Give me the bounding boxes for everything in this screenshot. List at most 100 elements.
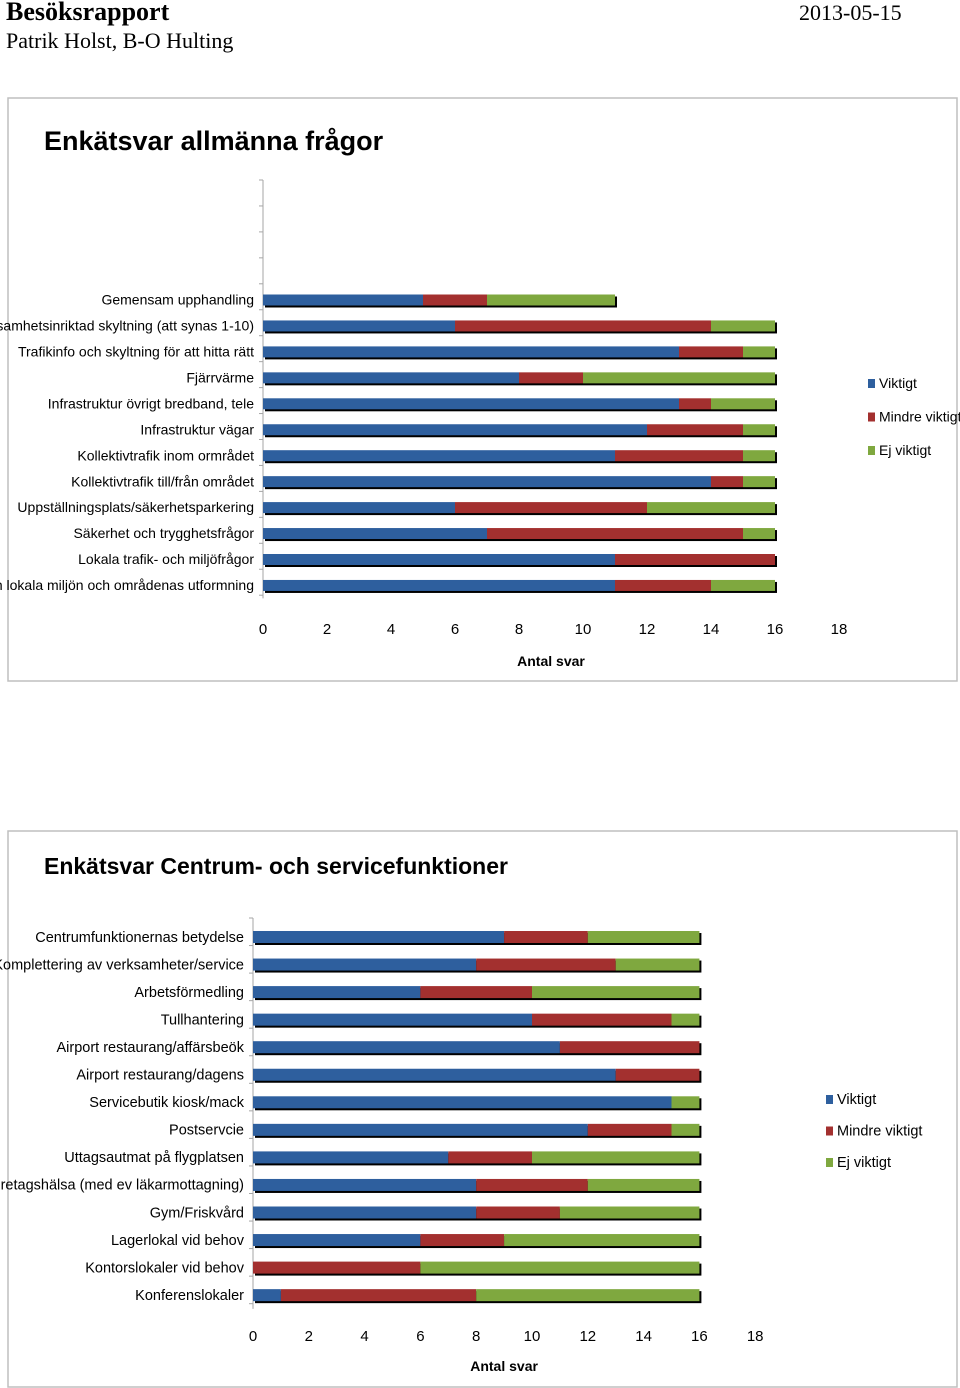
chart1-category-label-uppstallningsplats-sakerhetsparkering: Uppställningsplats/säkerhetsparkering [17,499,254,515]
chart1-x-tick-label-12: 12 [639,621,656,638]
chart2-category-label-foretagshalsa-med-ev-lakarmottagning: Företagshälsa (med ev läkarmottagning) [0,1178,244,1194]
chart1-bar-ej-viktigt-fjarrvarme [583,372,775,384]
chart2-bar-viktigt-postservcie [253,1123,588,1136]
chart1-category-label-infrastruktur-vagar: Infrastruktur vägar [140,421,254,437]
chart2-bar-mindre-viktigt-uttagsautmat-pa-flygplatsen [448,1151,532,1164]
chart1-bar-viktigt-lokala-trafik-och-miljofragor [263,554,615,565]
chart1-bar-ej-viktigt-trafikinfo-och-skyltning-for-att-hitta-ratt [743,346,775,358]
chart1-bar-mindre-viktigt-uppstallningsplats-sakerhetsparkering [455,502,647,514]
chart2-x-tick-label-14: 14 [635,1328,652,1345]
chart1-bar-mindre-viktigt-trafikinfo-och-skyltning-for-att-hitta-ratt [679,346,743,358]
chart2-bar-ej-viktigt-tullhantering [671,1013,700,1026]
chart2-bar-ej-viktigt-gym-friskvard [559,1206,700,1219]
chart2-bar-viktigt-gym-friskvard [253,1206,477,1219]
chart1-bar-viktigt-sakerhet-och-trygghetsfragor [263,528,487,540]
chart2-legend-label-mindre-viktigt: Mindre viktigt [837,1124,922,1140]
chart2-bar-viktigt-airport-restaurang-affarsbeok [253,1041,560,1054]
chart2-category-label-konferenslokaler: Konferenslokaler [135,1288,244,1304]
chart1-x-tick-label-0: 0 [259,621,267,638]
chart2-bar-viktigt-foretagshalsa-med-ev-lakarmottagning [253,1178,477,1191]
chart2-bar-viktigt-servicebutik-kiosk-mack [253,1096,672,1109]
chart1-bar-viktigt-kollektivtrafik-inom-ormradet [263,450,615,462]
chart1-category-label-den-lokala-miljon-och-omradenas-utformning: Den lokala miljön och områdenas utformni… [0,577,254,593]
chart1-x-axis-label: Antal svar [517,653,585,669]
chart2-x-tick-label-8: 8 [472,1328,480,1345]
chart2-category-label-postservcie: Postservcie [169,1123,244,1139]
chart1-bar-ej-viktigt-sakerhet-och-trygghetsfragor [743,528,775,540]
chart2-bar-viktigt-konferenslokaler [253,1289,281,1302]
chart1-x-tick-label-16: 16 [767,621,784,638]
chart1-category-label-sakerhet-och-trygghetsfragor: Säkerhet och trygghetsfrågor [73,525,254,541]
chart2-category-label-servicebutik-kiosk-mack: Servicebutik kiosk/mack [89,1095,244,1111]
chart1-bar-viktigt-infrastruktur-ovrigt-bredband-tele [263,398,679,410]
chart2-x-tick-label-6: 6 [416,1328,424,1345]
chart2-x-tick-label-16: 16 [691,1328,708,1345]
chart2-bar-ej-viktigt-konferenslokaler [476,1289,700,1302]
chart1-legend-swatch-viktigt [868,379,875,388]
chart1-bar-mindre-viktigt-kollektivtrafik-till-fran-omradet [711,476,743,488]
chart1-bar-viktigt-kollektivtrafik-till-fran-omradet [263,476,711,488]
chart2-x-tick-label-18: 18 [747,1328,764,1345]
chart2-legend-label-viktigt: Viktigt [837,1092,876,1108]
chart1-x-tick-label-18: 18 [831,621,848,638]
chart2-bar-ej-viktigt-postservcie [671,1123,700,1136]
report-title: Besöksrapport [6,0,170,26]
chart2-bar-mindre-viktigt-lagerlokal-vid-behov [420,1234,505,1247]
chart2-category-label-gym-friskvard: Gym/Friskvård [150,1205,244,1221]
chart1-bar-ej-viktigt-verksamhetsinriktad-skyltning-att-synas-1-10 [711,320,775,332]
chart1-x-tick-label-6: 6 [451,621,459,638]
chart1-legend-label-viktigt: Viktigt [879,375,917,391]
chart1-x-tick-label-8: 8 [515,621,523,638]
chart1-category-label-verksamhetsinriktad-skyltning-att-synas-1-10: Verksamhetsinriktad skyltning (att synas… [0,318,254,334]
chart2-bar-mindre-viktigt-gym-friskvard [476,1206,560,1219]
chart2-category-label-lagerlokal-vid-behov: Lagerlokal vid behov [111,1233,245,1249]
chart1-bar-ej-viktigt-kollektivtrafik-till-fran-omradet [743,476,775,488]
chart2-bar-mindre-viktigt-komplettering-av-verksamheter-service [476,958,616,971]
chart1-legend-label-mindre-viktigt: Mindre viktigt [879,409,960,425]
chart1-bar-mindre-viktigt-sakerhet-och-trygghetsfragor [487,528,743,540]
chart1-bar-ej-viktigt-uppstallningsplats-sakerhetsparkering [647,502,775,514]
chart2-bar-ej-viktigt-kontorslokaler-vid-behov [420,1261,700,1274]
chart2-bar-mindre-viktigt-centrumfunktionernas-betydelse [504,931,588,943]
chart2-legend-swatch-ej-viktigt [826,1158,833,1167]
chart1-frame [7,97,958,682]
chart1-title: Enkätsvar allmänna frågor [44,126,384,156]
chart2-x-tick-label-0: 0 [249,1328,257,1345]
chart1-bar-viktigt-gemensam-upphandling [263,294,423,306]
chart1-bar-ej-viktigt-kollektivtrafik-inom-ormradet [743,450,775,462]
chart2-bar-viktigt-centrumfunktionernas-betydelse [253,931,505,943]
chart2-category-label-centrumfunktionernas-betydelse: Centrumfunktionernas betydelse [35,930,244,946]
chart2-bar-mindre-viktigt-airport-restaurang-affarsbeok [559,1041,700,1054]
chart2-bar-mindre-viktigt-tullhantering [532,1013,672,1026]
chart2-bar-viktigt-tullhantering [253,1013,532,1026]
report-date: 2013-05-15 [799,0,902,25]
chart1-bar-viktigt-uppstallningsplats-sakerhetsparkering [263,502,455,514]
chart1-bar-mindre-viktigt-infrastruktur-ovrigt-bredband-tele [679,398,711,410]
chart1-bar-viktigt-fjarrvarme [263,372,519,384]
chart2-bar-viktigt-uttagsautmat-pa-flygplatsen [253,1151,449,1164]
chart1-bar-ej-viktigt-den-lokala-miljon-och-omradenas-utformning [711,579,775,591]
chart2-category-label-airport-restaurang-affarsbeok: Airport restaurang/affärsbeök [56,1040,244,1056]
chart2-title: Enkätsvar Centrum- och servicefunktioner [44,853,508,879]
chart2-legend-label-ej-viktigt: Ej viktigt [837,1155,891,1171]
chart1-legend-swatch-ej-viktigt [868,446,875,455]
chart2-bar-ej-viktigt-lagerlokal-vid-behov [504,1234,700,1247]
chart1-bar-ej-viktigt-infrastruktur-vagar [743,424,775,436]
chart1-bar-mindre-viktigt-fjarrvarme [519,372,583,384]
chart2-bar-viktigt-arbetsformedling [253,986,421,999]
chart2-bar-ej-viktigt-foretagshalsa-med-ev-lakarmottagning [587,1178,700,1191]
chart2-bar-mindre-viktigt-arbetsformedling [420,986,532,999]
chart1-category-label-trafikinfo-och-skyltning-for-att-hitta-ratt: Trafikinfo och skyltning för att hitta r… [18,344,254,360]
chart2-bar-ej-viktigt-servicebutik-kiosk-mack [671,1096,700,1109]
chart2-category-label-tullhantering: Tullhantering [161,1012,244,1028]
chart2-x-tick-label-12: 12 [579,1328,596,1345]
chart2-x-tick-label-2: 2 [305,1328,313,1345]
chart2-x-tick-label-4: 4 [360,1328,368,1345]
chart2-category-label-uttagsautmat-pa-flygplatsen: Uttagsautmat på flygplatsen [64,1150,244,1166]
chart2-bar-mindre-viktigt-airport-restaurang-dagens [615,1068,700,1081]
chart1-bar-mindre-viktigt-infrastruktur-vagar [647,424,743,436]
chart2-bar-ej-viktigt-komplettering-av-verksamheter-service [615,958,700,971]
chart1-bar-viktigt-trafikinfo-och-skyltning-for-att-hitta-ratt [263,346,679,358]
chart1-x-tick-label-14: 14 [703,621,720,638]
